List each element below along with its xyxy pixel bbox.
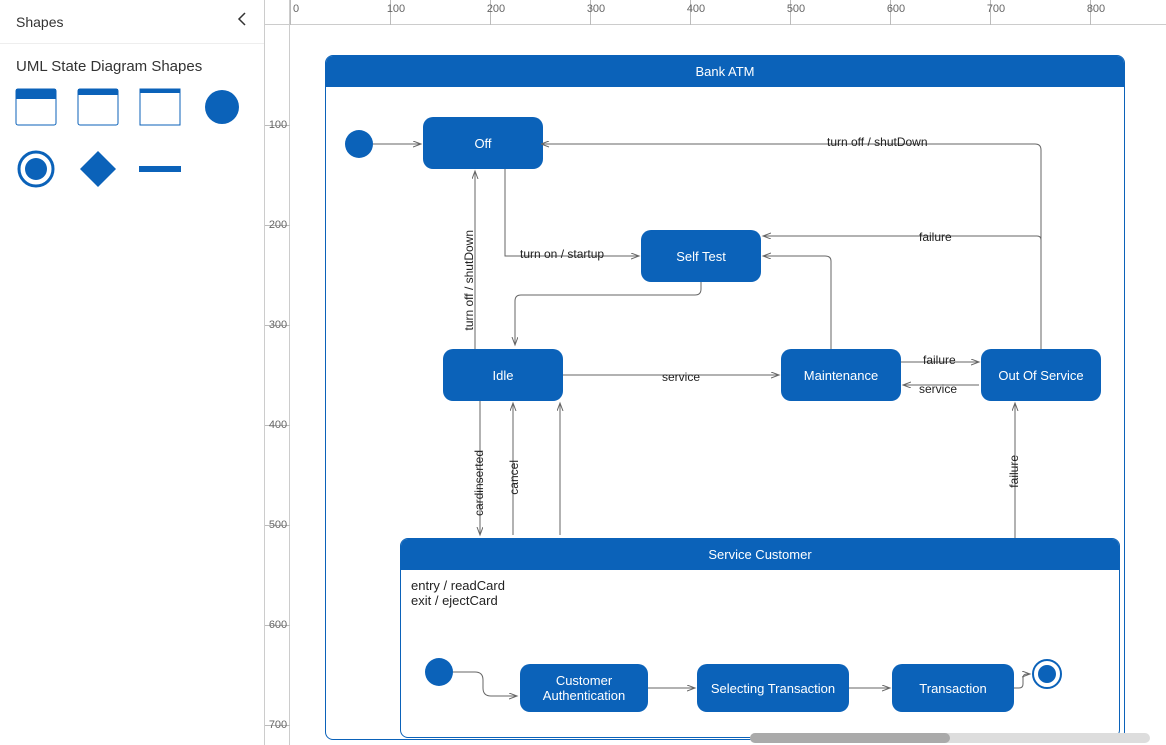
- sidebar-title: Shapes: [16, 14, 63, 30]
- edge-label: failure: [919, 230, 952, 244]
- decision-shape[interactable]: [76, 147, 120, 191]
- shape-palette: [0, 85, 264, 191]
- edge-label: service: [662, 370, 700, 384]
- sidebar-header: Shapes: [0, 0, 264, 44]
- state-panel-shape[interactable]: [138, 85, 182, 129]
- palette-title: UML State Diagram Shapes: [0, 44, 264, 85]
- collapse-icon[interactable]: [236, 12, 248, 31]
- edge-label: cardinserted: [472, 450, 486, 516]
- state-cust_auth[interactable]: CustomerAuthentication: [520, 664, 648, 712]
- state-maintenance[interactable]: Maintenance: [781, 349, 901, 401]
- state-idle[interactable]: Idle: [443, 349, 563, 401]
- initial-state-shape[interactable]: [200, 85, 244, 129]
- shapes-sidebar: Shapes UML State Diagram Shapes: [0, 0, 265, 745]
- final-state-shape[interactable]: [14, 147, 58, 191]
- scrollbar-thumb[interactable]: [750, 733, 950, 743]
- frame-desc: entry / readCardexit / ejectCard: [401, 570, 1119, 616]
- diagram-root: Bank ATM Service Customerentry / readCard…: [325, 55, 1166, 745]
- initial-init_main[interactable]: [345, 130, 373, 158]
- diagram-canvas[interactable]: Bank ATM Service Customerentry / readCard…: [290, 25, 1166, 745]
- state-off[interactable]: Off: [423, 117, 543, 169]
- initial-init_svc[interactable]: [425, 658, 453, 686]
- canvas-area: 0100200300400500600700800900 10020030040…: [265, 0, 1166, 745]
- ruler-horizontal: 0100200300400500600700800900: [290, 0, 1166, 25]
- state-out_of_service[interactable]: Out Of Service: [981, 349, 1101, 401]
- state-self_test[interactable]: Self Test: [641, 230, 761, 282]
- state-header-shape[interactable]: [14, 85, 58, 129]
- horizontal-scrollbar[interactable]: [750, 733, 1150, 743]
- edge-label: service: [919, 382, 957, 396]
- state-nohdr-shape[interactable]: [76, 85, 120, 129]
- final-final_svc[interactable]: [1032, 659, 1062, 689]
- edge-label: turn off / shutDown: [827, 135, 928, 149]
- edge-label: cancel: [507, 460, 521, 495]
- state-transaction[interactable]: Transaction: [892, 664, 1014, 712]
- edge-label: turn off / shutDown: [462, 230, 476, 331]
- frame-title: Bank ATM: [326, 56, 1124, 87]
- edge-label: failure: [923, 353, 956, 367]
- transition-shape[interactable]: [138, 147, 182, 191]
- edge-label: failure: [1007, 455, 1021, 488]
- edge-label: turn on / startup: [520, 247, 604, 261]
- frame-title: Service Customer: [401, 539, 1119, 570]
- ruler-vertical: 100200300400500600700: [265, 25, 290, 745]
- state-sel_trans[interactable]: Selecting Transaction: [697, 664, 849, 712]
